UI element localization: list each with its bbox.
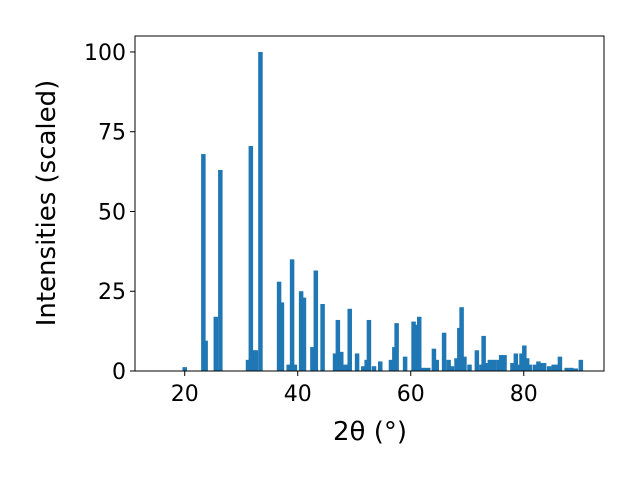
bar [320, 304, 325, 371]
bar [524, 358, 530, 371]
bar [201, 154, 206, 371]
bar [487, 359, 493, 371]
x-tick-label: 60 [397, 382, 425, 407]
bar [554, 364, 560, 371]
bar [516, 364, 521, 371]
bar [522, 345, 527, 371]
bar [213, 316, 219, 371]
bar [551, 364, 556, 371]
bar [354, 353, 360, 371]
bar [335, 319, 341, 371]
bar [251, 350, 256, 371]
bar [279, 302, 285, 371]
bar [218, 170, 223, 371]
bar [414, 324, 419, 371]
bar [364, 359, 369, 371]
bar [371, 366, 377, 371]
bar [546, 366, 552, 371]
bar [366, 319, 372, 371]
bar [298, 291, 304, 371]
bar [446, 359, 451, 371]
bar [258, 51, 263, 371]
plot-area [182, 51, 584, 371]
bar [467, 364, 472, 371]
bar [578, 359, 584, 371]
bar [343, 364, 349, 371]
bar [301, 297, 307, 371]
bar [541, 363, 547, 371]
bar [481, 335, 486, 371]
bar [203, 340, 208, 371]
bar [289, 259, 295, 371]
bar [292, 364, 298, 371]
bar [313, 270, 319, 371]
bar [426, 367, 431, 371]
bar [421, 367, 426, 371]
bar [457, 327, 462, 371]
y-tick-label: 75 [98, 121, 126, 146]
bar [557, 356, 563, 371]
bar [568, 367, 574, 371]
bar [394, 323, 399, 371]
bar [502, 355, 507, 371]
bar [286, 364, 291, 371]
bar [498, 355, 504, 371]
bar [332, 353, 338, 371]
y-tick-label: 25 [98, 280, 126, 305]
bar [245, 359, 251, 371]
bar [539, 363, 544, 371]
y-axis-label: Intensities (scaled) [32, 80, 62, 327]
bar [519, 353, 524, 371]
bar [392, 347, 397, 371]
x-tick-label: 20 [171, 382, 199, 407]
bar [434, 359, 439, 371]
bar [361, 366, 366, 371]
bar [310, 347, 315, 371]
bar [454, 358, 459, 371]
bar [573, 368, 578, 371]
bar [276, 281, 282, 371]
bar [510, 363, 515, 371]
bar [513, 353, 519, 371]
bar [388, 359, 394, 371]
bar [536, 361, 541, 371]
y-tick-label: 50 [98, 200, 126, 225]
bar [459, 307, 464, 371]
bar [416, 316, 422, 371]
bar [527, 364, 533, 371]
bar [479, 364, 484, 371]
bar [253, 350, 259, 371]
bar [338, 351, 344, 371]
bar [491, 359, 497, 371]
bar [402, 356, 408, 371]
bar [411, 321, 416, 371]
bar [532, 364, 538, 371]
bar [474, 350, 480, 371]
bar [347, 308, 352, 371]
axes-frame [134, 35, 605, 372]
bar [496, 359, 501, 371]
bar [449, 366, 455, 371]
x-axis-label: 2θ (°) [333, 417, 407, 447]
x-tick-label: 80 [510, 382, 538, 407]
x-tick-label: 40 [284, 382, 312, 407]
bar [564, 367, 569, 371]
bar [431, 348, 437, 371]
bar [248, 146, 254, 371]
bar [462, 356, 467, 371]
bar [377, 361, 383, 371]
y-tick-label: 0 [112, 360, 126, 385]
bar [441, 332, 447, 371]
bar [484, 363, 490, 371]
bar [182, 367, 187, 371]
y-tick-label: 100 [84, 41, 126, 66]
